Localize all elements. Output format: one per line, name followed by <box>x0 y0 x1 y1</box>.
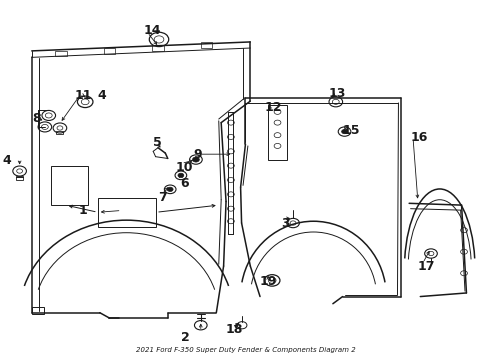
Circle shape <box>192 157 199 162</box>
Bar <box>32 307 44 315</box>
Bar <box>267 105 286 160</box>
Circle shape <box>167 187 173 192</box>
Text: 3: 3 <box>280 217 289 230</box>
Text: 13: 13 <box>328 87 346 100</box>
Bar <box>56 131 63 134</box>
Text: 15: 15 <box>342 124 359 138</box>
Text: 14: 14 <box>143 24 161 37</box>
Circle shape <box>341 130 347 134</box>
Text: 9: 9 <box>193 148 202 161</box>
Circle shape <box>178 173 183 177</box>
Text: 8: 8 <box>33 112 41 125</box>
Bar <box>152 45 163 51</box>
Text: 19: 19 <box>260 275 277 288</box>
Bar <box>16 176 23 180</box>
Text: 17: 17 <box>417 260 434 273</box>
Text: 2: 2 <box>181 330 190 343</box>
Text: 5: 5 <box>153 136 162 149</box>
Text: 18: 18 <box>225 323 243 336</box>
Text: 16: 16 <box>410 131 427 144</box>
Text: 2021 Ford F-350 Super Duty Fender & Components Diagram 2: 2021 Ford F-350 Super Duty Fender & Comp… <box>135 347 355 353</box>
Text: 7: 7 <box>158 192 166 204</box>
Text: 1: 1 <box>79 204 87 217</box>
Text: 6: 6 <box>180 177 188 190</box>
Bar <box>55 50 66 56</box>
Text: 10: 10 <box>176 161 193 174</box>
Bar <box>98 198 156 226</box>
Bar <box>51 166 87 205</box>
Text: 11: 11 <box>74 89 92 102</box>
Text: 4: 4 <box>97 89 106 102</box>
Text: 4: 4 <box>2 154 11 167</box>
Text: 12: 12 <box>264 101 282 114</box>
Bar <box>103 48 115 54</box>
Bar <box>201 42 212 48</box>
